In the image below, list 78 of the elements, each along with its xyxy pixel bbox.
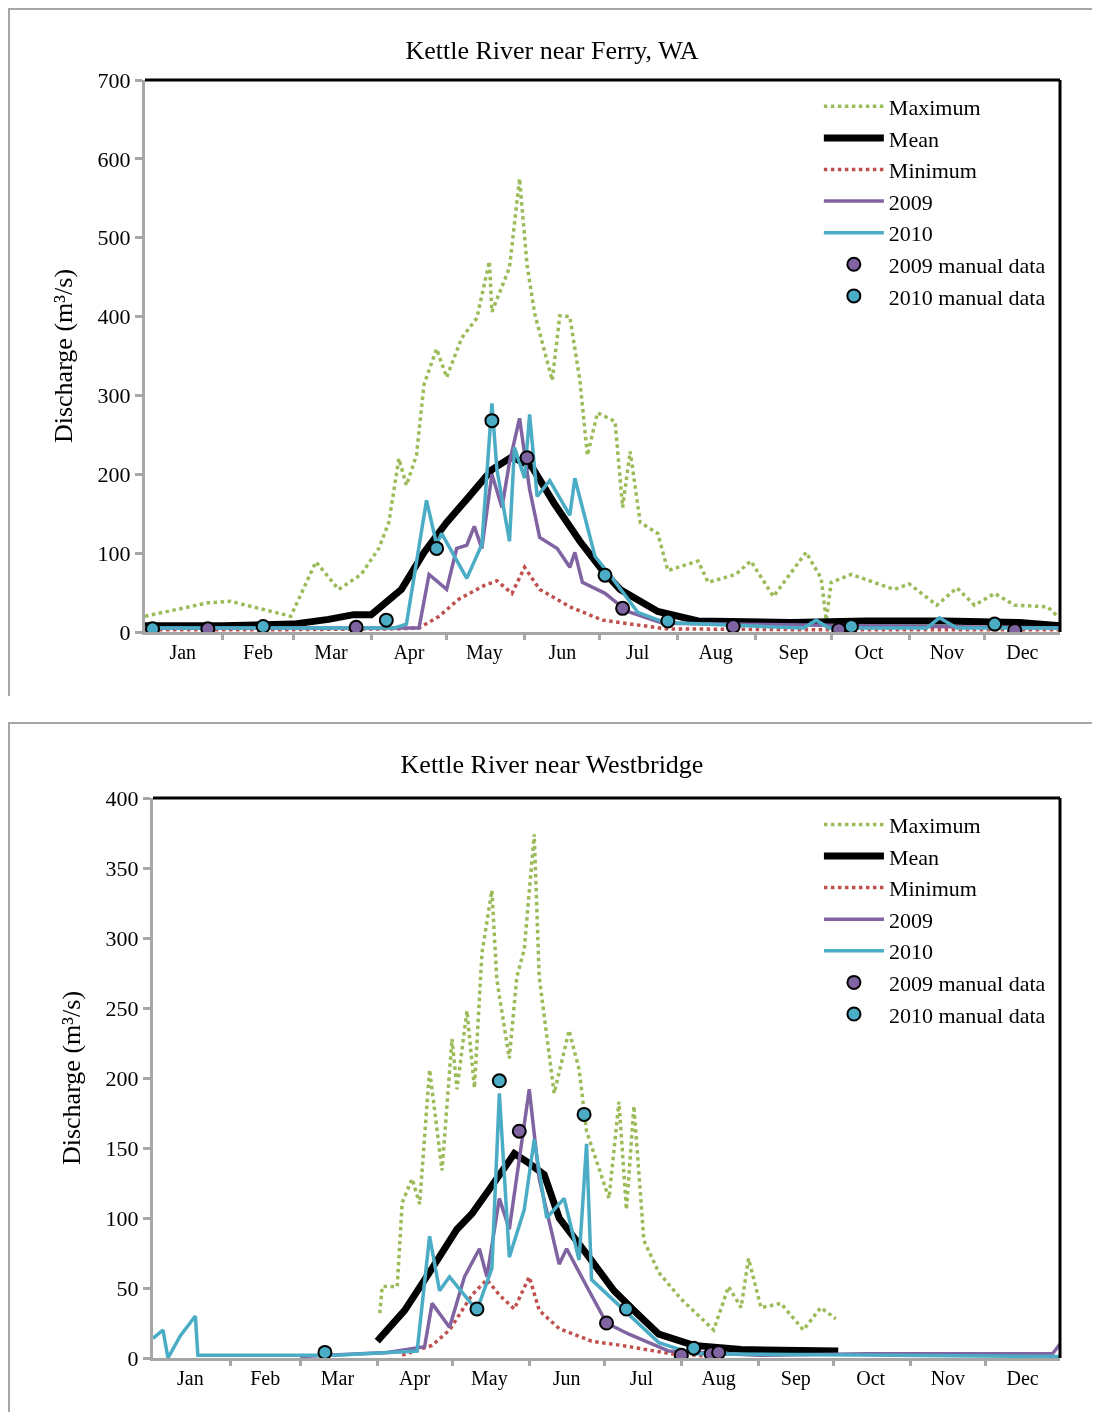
point <box>317 1344 333 1358</box>
legend-label: 2010 manual data <box>888 284 1046 310</box>
point <box>255 618 271 632</box>
x-tick-label: Jul <box>626 641 650 663</box>
legend-label: Minimum <box>888 158 977 184</box>
point <box>576 1106 592 1122</box>
chart-title: Kettle River near Westbridge <box>400 750 704 780</box>
point <box>491 1073 507 1089</box>
y-tick-label: 150 <box>105 1135 139 1161</box>
legend-label: Mean <box>888 126 939 152</box>
x-tick-label: Aug <box>701 1367 736 1390</box>
x-tick-label: May <box>471 1367 508 1390</box>
x-tick-label: Jan <box>177 1367 204 1389</box>
y-tick-label: 400 <box>97 304 131 330</box>
y-tick-label: 200 <box>97 461 131 487</box>
point <box>597 567 613 583</box>
x-tick-label: Apr <box>399 1367 431 1390</box>
point <box>615 600 631 616</box>
point <box>429 540 445 556</box>
legend-label: Maximum <box>888 94 981 120</box>
legend-label: Mean <box>888 844 940 870</box>
point <box>987 616 1003 632</box>
x-tick-label: Feb <box>243 641 274 663</box>
y-tick-label: 600 <box>97 146 131 172</box>
point <box>378 612 394 628</box>
x-tick-label: Sep <box>780 1367 811 1390</box>
y-tick-label: 300 <box>105 925 139 951</box>
legend-label: Maximum <box>888 812 981 838</box>
y-tick-label: 50 <box>116 1275 139 1301</box>
point <box>484 413 500 429</box>
legend-label: Minimum <box>888 876 977 902</box>
point <box>519 450 535 466</box>
y-tick-label: 0 <box>119 619 131 645</box>
x-tick-label: Mar <box>314 641 349 663</box>
legend-label: 2009 manual data <box>888 970 1046 996</box>
y-tick-label: 350 <box>105 855 139 881</box>
legend-label: 2010 <box>888 221 933 247</box>
x-tick-label: Sep <box>778 641 809 664</box>
x-tick-label: Jul <box>629 1367 654 1389</box>
y-tick-label: 400 <box>105 785 139 811</box>
x-tick-label: Oct <box>856 1367 886 1389</box>
y-tick-label: 700 <box>97 67 131 93</box>
y-axis-title: Discharge (m³/s) <box>49 268 78 444</box>
point <box>469 1301 485 1317</box>
point <box>660 613 676 629</box>
y-tick-label: 500 <box>97 225 131 251</box>
x-tick-label: Aug <box>698 641 733 664</box>
x-tick-label: Mar <box>320 1367 355 1389</box>
x-tick-label: Jun <box>552 1367 581 1389</box>
point <box>618 1301 634 1317</box>
x-tick-label: Jan <box>169 641 197 663</box>
point <box>599 1315 614 1331</box>
x-tick-label: Nov <box>930 1367 966 1389</box>
point <box>348 619 364 632</box>
y-tick-label: 300 <box>97 383 131 409</box>
x-tick-label: Dec <box>1006 641 1039 663</box>
x-tick-label: Apr <box>393 641 425 664</box>
y-tick-label: 200 <box>105 1065 139 1091</box>
legend-label: 2009 <box>888 189 933 215</box>
x-tick-label: Oct <box>854 641 884 663</box>
x-tick-label: May <box>466 641 503 664</box>
y-axis-title: Discharge (m³/s) <box>57 990 86 1166</box>
legend-label: 2009 <box>888 907 933 933</box>
legend-label: 2009 manual data <box>888 252 1046 278</box>
x-tick-label: Nov <box>929 641 965 663</box>
x-tick-label: Feb <box>250 1367 281 1389</box>
y-tick-label: 250 <box>105 995 139 1021</box>
point <box>511 1123 527 1139</box>
y-tick-label: 0 <box>127 1345 139 1371</box>
y-tick-label: 100 <box>105 1205 139 1231</box>
x-tick-label: Jun <box>548 641 577 663</box>
chart-title: Kettle River near Ferry, WA <box>405 36 699 66</box>
point <box>686 1340 702 1356</box>
legend-label: 2010 <box>888 939 933 965</box>
line-series <box>378 832 838 1332</box>
x-tick-label: Dec <box>1006 1367 1039 1389</box>
y-tick-label: 100 <box>97 540 131 566</box>
legend-label: 2010 manual data <box>888 1002 1046 1028</box>
